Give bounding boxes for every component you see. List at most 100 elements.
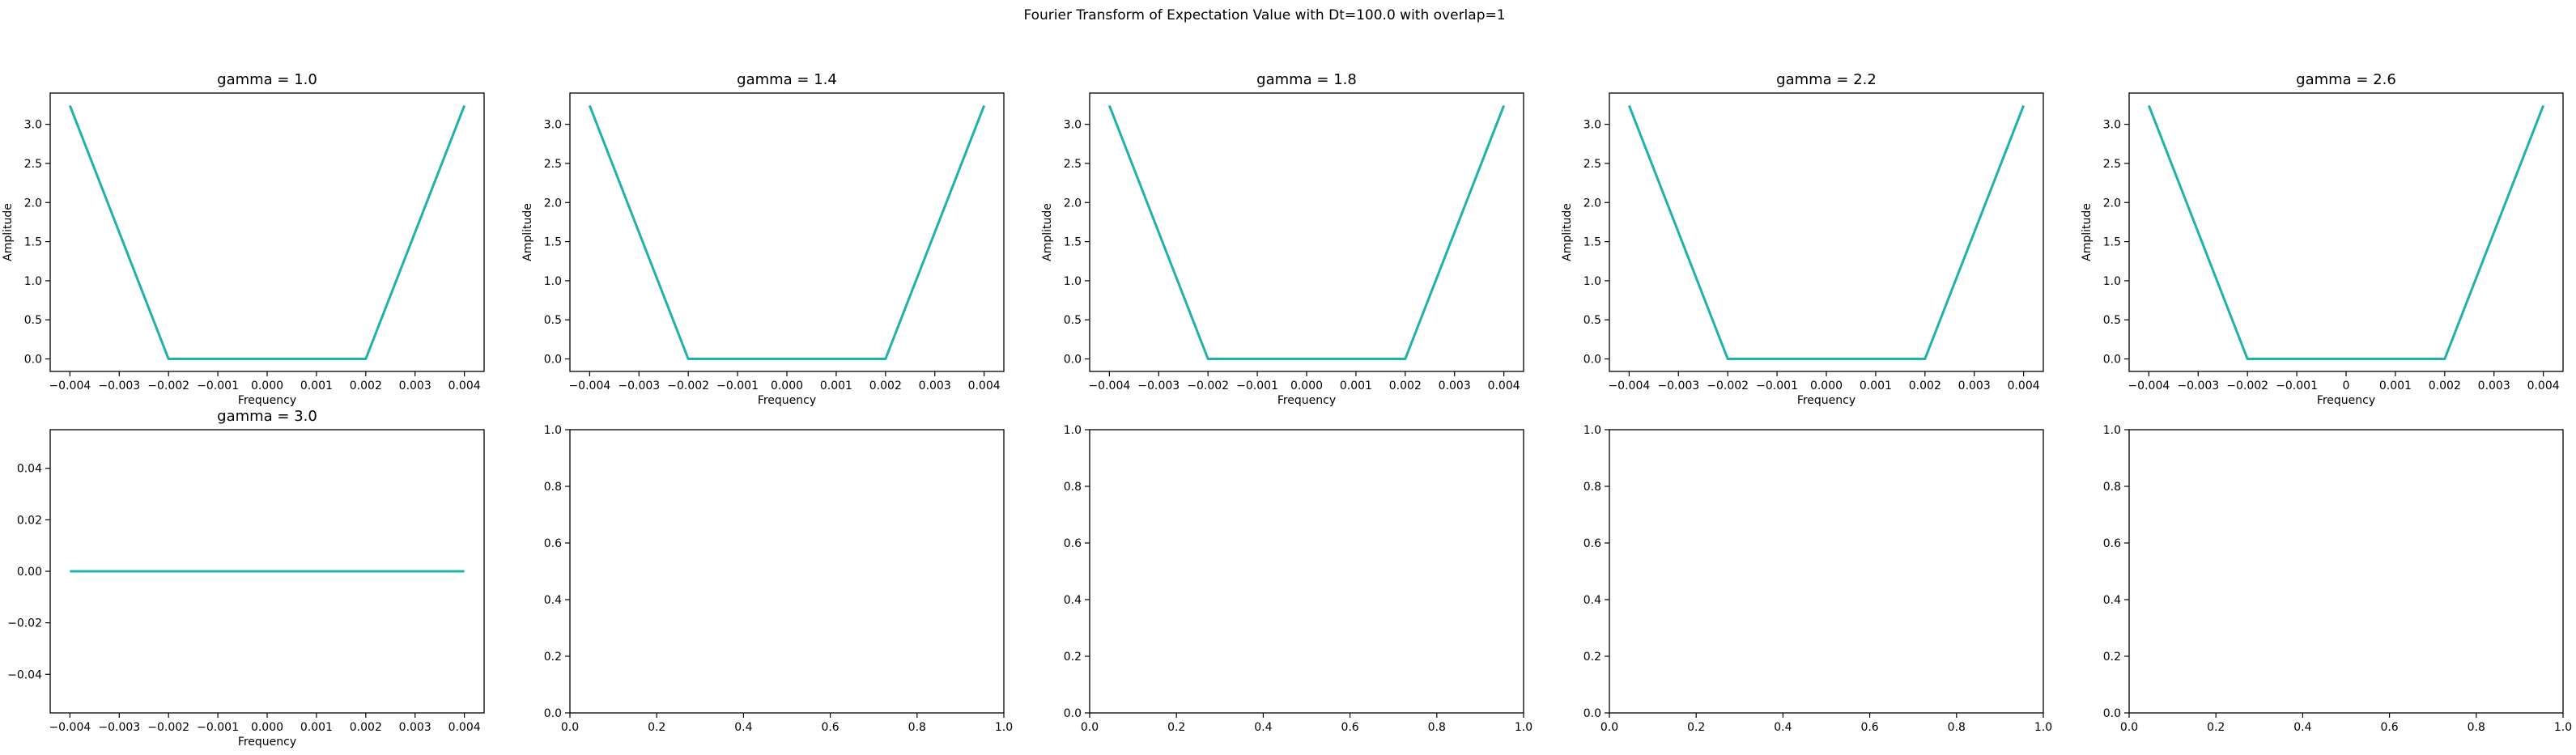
x-tick-label: −0.004 bbox=[49, 380, 91, 392]
x-tick-label: −0.002 bbox=[2226, 380, 2268, 392]
x-tick-label: 0.004 bbox=[2008, 380, 2040, 392]
y-tick-label: 0.04 bbox=[17, 463, 42, 476]
x-tick-label: 0.4 bbox=[1254, 721, 1272, 734]
y-tick-label: 0.8 bbox=[1064, 481, 1082, 494]
x-tick-label: 0.8 bbox=[1428, 721, 1446, 734]
x-tick-label: 0.001 bbox=[2379, 380, 2412, 392]
y-tick-label: 1.5 bbox=[1064, 236, 1082, 249]
y-tick-label: 0.0 bbox=[1583, 707, 1601, 720]
x-tick-label: 0.2 bbox=[1167, 721, 1185, 734]
subplot-title: gamma = 1.0 bbox=[217, 71, 317, 88]
x-tick-label: −0.001 bbox=[2276, 380, 2318, 392]
y-tick-label: 1.5 bbox=[24, 236, 42, 249]
subplot-9: 0.0 0.2 0.4 0.6 0.8 1.0 0.0 0.2 0.4 0.6 0.8 1.0 bbox=[1583, 424, 2052, 734]
y-tick-label: 1.5 bbox=[1583, 236, 1601, 249]
y-tick-label: 3.0 bbox=[24, 119, 42, 132]
subplot-4: gamma = 2.2 −0.004 −0.003 −0.002 −0.001 0.000… bbox=[1561, 71, 2044, 407]
x-tick-label: 0.000 bbox=[1810, 380, 1843, 392]
axes-frame bbox=[569, 92, 1005, 372]
y-tick-label: 0.2 bbox=[2103, 651, 2121, 664]
x-axis-label: Frequency bbox=[2317, 394, 2375, 407]
axes-frame bbox=[569, 429, 1005, 714]
x-tick-label: 0.6 bbox=[1860, 721, 1878, 734]
x-tick-label: 0.4 bbox=[1774, 721, 1792, 734]
x-tick-label: 0.004 bbox=[2527, 380, 2560, 392]
y-tick-label: 0.02 bbox=[17, 514, 42, 527]
y-tick-label: 2.0 bbox=[1583, 197, 1601, 210]
y-axis-label: Amplitude bbox=[1041, 203, 1054, 261]
x-tick-label: 0.0 bbox=[1081, 721, 1099, 734]
y-axis-label: Amplitude bbox=[2, 203, 15, 261]
x-tick-label: −0.003 bbox=[1657, 380, 1699, 392]
x-tick-label: 0.002 bbox=[1909, 380, 1941, 392]
y-tick-label: 1.0 bbox=[2103, 275, 2121, 288]
y-tick-label: 2.5 bbox=[24, 158, 42, 171]
series-line bbox=[1107, 104, 1506, 361]
subplot-8: 0.0 0.2 0.4 0.6 0.8 1.0 0.0 0.2 0.4 0.6 0.8 1.0 bbox=[1064, 424, 1532, 734]
x-tick-label: −0.003 bbox=[618, 380, 660, 392]
y-tick-label: 0.4 bbox=[544, 594, 562, 607]
y-tick-label: −0.02 bbox=[7, 617, 42, 630]
x-tick-label: 0.003 bbox=[399, 380, 431, 392]
y-tick-label: 0.4 bbox=[1064, 594, 1082, 607]
series-line bbox=[68, 104, 466, 361]
x-tick-label: 0.4 bbox=[2293, 721, 2311, 734]
x-tick-label: −0.002 bbox=[147, 380, 189, 392]
x-tick-label: −0.003 bbox=[98, 380, 140, 392]
y-tick-label: 2.5 bbox=[1064, 158, 1082, 171]
y-tick-label: 0.2 bbox=[544, 651, 562, 664]
x-tick-label: 0.001 bbox=[1860, 380, 1892, 392]
x-tick-label: 0.000 bbox=[251, 721, 283, 734]
x-tick-label: 0.2 bbox=[2207, 721, 2225, 734]
y-tick-label: 0.0 bbox=[544, 707, 562, 720]
y-tick-label: 0.0 bbox=[2103, 354, 2121, 367]
x-tick-label: 0.8 bbox=[2468, 721, 2485, 734]
x-tick-label: 0.002 bbox=[2429, 380, 2461, 392]
axes-frame bbox=[49, 92, 485, 372]
x-tick-label: 0.6 bbox=[821, 721, 839, 734]
y-tick-label: 3.0 bbox=[1583, 119, 1601, 132]
x-tick-label: 0.000 bbox=[1290, 380, 1323, 392]
x-axis-label: Frequency bbox=[758, 394, 816, 407]
x-tick-label: −0.004 bbox=[568, 380, 610, 392]
y-tick-label: 0.6 bbox=[544, 537, 562, 550]
y-tick-label: 1.0 bbox=[1064, 275, 1082, 288]
subplot-6: gamma = 3.0−0.004 −0.003 −0.002 −0.001 0.000… bbox=[7, 408, 485, 749]
subplot-7: 0.0 0.2 0.4 0.6 0.8 1.0 0.0 0.2 0.4 0.6 0.8 1.0 bbox=[544, 424, 1013, 734]
y-tick-label: 0.8 bbox=[2103, 481, 2121, 494]
y-tick-label: 0.4 bbox=[2103, 594, 2121, 607]
x-tick-label: −0.004 bbox=[1608, 380, 1650, 392]
x-tick-label: 0.8 bbox=[1948, 721, 1966, 734]
x-axis-label: Frequency bbox=[1797, 394, 1855, 407]
y-tick-label: 1.0 bbox=[1583, 275, 1601, 288]
y-axis-label: Amplitude bbox=[2081, 203, 2094, 261]
y-tick-label: 0.6 bbox=[1583, 537, 1601, 550]
x-axis-label: Frequency bbox=[238, 394, 296, 407]
y-tick-label: 3.0 bbox=[2103, 119, 2121, 132]
x-axis-label: Frequency bbox=[238, 736, 296, 749]
x-tick-label: 0.0 bbox=[1600, 721, 1618, 734]
x-tick-label: 0.2 bbox=[648, 721, 665, 734]
x-tick-label: −0.001 bbox=[197, 721, 239, 734]
subplot-grid: gamma = 1.0 −0.004 −0.003 −0.002 −0.001 0.000… bbox=[2, 71, 2572, 749]
subplot-2: gamma = 1.4 −0.004 −0.003 −0.002 −0.001 0.000… bbox=[521, 71, 1005, 407]
x-tick-label: −0.003 bbox=[1137, 380, 1180, 392]
y-tick-label: 2.0 bbox=[1064, 197, 1082, 210]
y-tick-label: 2.0 bbox=[24, 197, 42, 210]
y-axis-label: Amplitude bbox=[1561, 203, 1574, 261]
x-tick-label: 0.003 bbox=[919, 380, 951, 392]
x-tick-label: 1.0 bbox=[1515, 721, 1532, 734]
x-tick-label: 0.002 bbox=[869, 380, 902, 392]
x-tick-label: −0.002 bbox=[1707, 380, 1749, 392]
x-tick-label: 0.003 bbox=[2478, 380, 2510, 392]
x-tick-label: 0.001 bbox=[300, 380, 333, 392]
x-tick-label: 0.003 bbox=[399, 721, 431, 734]
x-tick-label: 1.0 bbox=[2554, 721, 2572, 734]
y-tick-label: 0.5 bbox=[24, 314, 42, 327]
y-tick-label: 0.2 bbox=[1583, 651, 1601, 664]
y-tick-label: 2.5 bbox=[544, 158, 562, 171]
subplot-1: gamma = 1.0 −0.004 −0.003 −0.002 −0.001 0.000… bbox=[2, 71, 485, 407]
subplot-title: gamma = 1.4 bbox=[737, 71, 837, 88]
y-tick-label: 2.0 bbox=[544, 197, 562, 210]
